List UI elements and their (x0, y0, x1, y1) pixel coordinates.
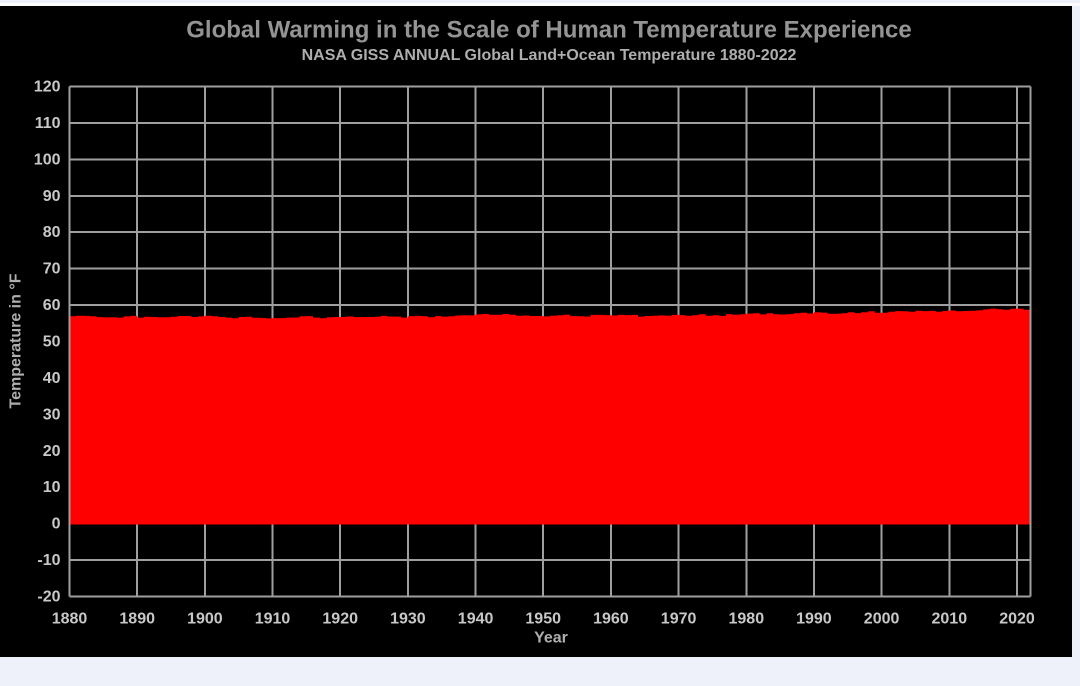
svg-text:1880: 1880 (52, 611, 88, 628)
svg-text:1890: 1890 (119, 611, 155, 628)
svg-text:2000: 2000 (864, 611, 900, 628)
svg-text:10: 10 (43, 479, 61, 496)
svg-text:-20: -20 (37, 589, 60, 606)
svg-text:Global Warming in the Scale of: Global Warming in the Scale of Human Tem… (186, 17, 912, 44)
svg-text:50: 50 (43, 334, 61, 351)
svg-text:1940: 1940 (458, 611, 494, 628)
svg-text:70: 70 (43, 261, 61, 278)
svg-text:1920: 1920 (322, 611, 358, 628)
svg-text:1950: 1950 (525, 611, 561, 628)
svg-text:1960: 1960 (593, 611, 629, 628)
svg-text:Temperature in °F: Temperature in °F (8, 273, 25, 408)
svg-text:1990: 1990 (796, 611, 832, 628)
svg-text:1930: 1930 (390, 611, 426, 628)
svg-text:20: 20 (43, 443, 61, 460)
svg-text:1910: 1910 (255, 611, 291, 628)
svg-text:-10: -10 (37, 552, 60, 569)
svg-text:100: 100 (34, 151, 61, 168)
svg-text:Year: Year (534, 630, 568, 647)
svg-text:40: 40 (43, 370, 61, 387)
svg-text:2010: 2010 (932, 611, 968, 628)
svg-text:0: 0 (52, 516, 61, 533)
svg-text:80: 80 (43, 224, 61, 241)
svg-text:60: 60 (43, 297, 61, 314)
svg-text:1970: 1970 (661, 611, 697, 628)
svg-text:110: 110 (35, 115, 61, 132)
svg-text:30: 30 (43, 406, 61, 423)
svg-text:2020: 2020 (999, 611, 1035, 628)
svg-text:120: 120 (34, 79, 61, 96)
svg-text:1900: 1900 (187, 611, 223, 628)
svg-text:90: 90 (43, 188, 61, 205)
svg-text:1980: 1980 (729, 611, 765, 628)
svg-text:NASA GISS ANNUAL Global Land+O: NASA GISS ANNUAL Global Land+Ocean Tempe… (302, 47, 797, 64)
